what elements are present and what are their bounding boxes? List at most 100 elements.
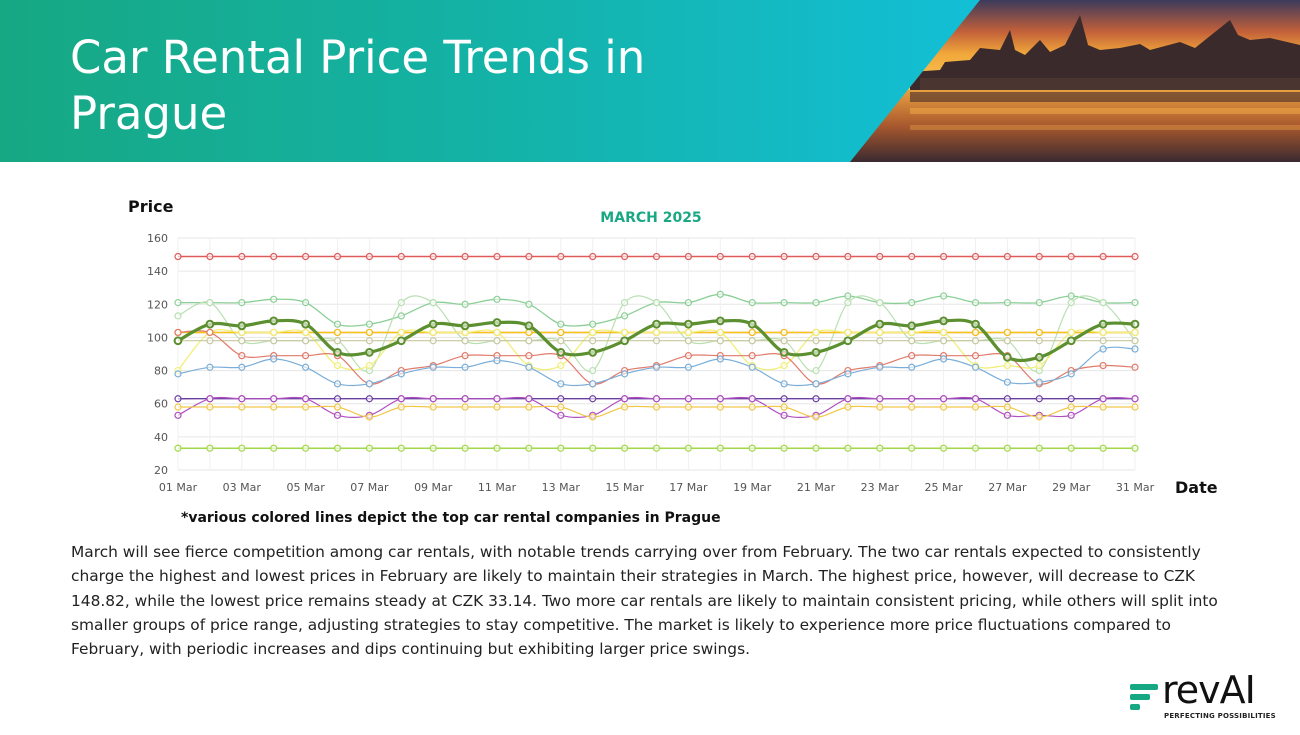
data-point [397, 299, 405, 307]
data-point [780, 395, 788, 403]
data-point [1131, 337, 1139, 345]
x-tick-label: 09 Mar [414, 481, 453, 494]
data-point [908, 252, 916, 261]
data-point [302, 352, 310, 360]
data-point [333, 362, 342, 370]
data-point [365, 395, 373, 403]
data-point [652, 252, 661, 261]
data-point [908, 395, 916, 403]
data-point [429, 328, 437, 337]
data-point [206, 363, 214, 371]
data-point [333, 380, 342, 388]
data-point [461, 337, 469, 345]
page-title: Car Rental Price Trends in Prague [70, 31, 646, 140]
data-point [908, 352, 916, 360]
data-point [1067, 328, 1075, 337]
data-point [716, 355, 724, 363]
data-point [748, 363, 756, 371]
data-point [1099, 328, 1107, 337]
data-point [270, 403, 278, 411]
data-point [780, 444, 788, 452]
y-axis-label: Price [128, 197, 174, 216]
data-point [1003, 328, 1012, 337]
data-point [652, 337, 661, 345]
data-point [589, 328, 597, 337]
data-point [397, 395, 405, 403]
y-tick-label: 60 [154, 398, 168, 411]
data-point [875, 319, 885, 329]
data-point [238, 299, 246, 307]
data-point [525, 395, 533, 403]
data-point [684, 328, 693, 337]
data-point [1131, 395, 1139, 403]
prague-skyline-photo [850, 0, 1300, 162]
data-point [1034, 352, 1044, 362]
data-point [844, 292, 852, 300]
description-paragraph: March will see fierce competition among … [71, 543, 1218, 659]
data-point [302, 444, 310, 452]
data-point [493, 403, 501, 411]
data-point [333, 411, 342, 419]
data-point [939, 355, 948, 363]
data-point [1098, 319, 1108, 329]
data-point [1003, 299, 1012, 307]
data-point [1035, 337, 1043, 345]
data-point [907, 321, 917, 331]
data-point [684, 299, 693, 307]
data-point [1003, 411, 1012, 419]
data-point [1003, 337, 1012, 345]
data-point [844, 444, 852, 452]
data-point [939, 328, 948, 337]
data-point [1003, 403, 1012, 411]
data-point [684, 352, 693, 360]
data-point [716, 252, 724, 261]
data-point [174, 312, 182, 320]
data-point [1035, 299, 1043, 307]
data-point [493, 252, 501, 261]
data-point [238, 363, 246, 371]
data-point [206, 252, 214, 261]
data-point [908, 299, 916, 307]
data-point [302, 252, 310, 261]
data-point [174, 328, 182, 337]
data-point [429, 299, 437, 307]
data-point [492, 318, 502, 327]
data-point [1099, 252, 1107, 261]
data-point [460, 321, 470, 331]
data-point [302, 299, 310, 307]
data-point [589, 366, 597, 375]
data-point [971, 337, 980, 345]
data-point [971, 395, 980, 403]
data-point [939, 395, 948, 403]
data-point [1067, 403, 1075, 411]
data-point [1003, 362, 1012, 370]
data-point [939, 444, 948, 452]
data-point [971, 299, 980, 307]
data-point [461, 395, 469, 403]
header-banner: Car Rental Price Trends in Prague [0, 0, 1300, 162]
data-point [525, 337, 533, 345]
data-point [620, 328, 629, 337]
data-point [1035, 444, 1043, 452]
data-point [748, 444, 756, 452]
data-point [748, 352, 756, 360]
data-point [270, 295, 278, 303]
logo-tagline: PERFECTING POSSIBILITIES [1164, 712, 1276, 720]
data-point [844, 395, 852, 403]
data-point [237, 321, 247, 331]
data-point [557, 362, 565, 370]
data-point [652, 328, 661, 337]
data-point [684, 403, 693, 411]
y-tick-label: 160 [147, 232, 168, 245]
data-point [716, 337, 724, 345]
revai-logo: revAI PERFECTING POSSIBILITIES [1128, 670, 1288, 726]
data-point [1131, 363, 1139, 371]
data-point [589, 395, 597, 403]
data-point [1003, 395, 1012, 403]
data-point [429, 363, 437, 371]
data-point [1099, 362, 1107, 370]
data-point [812, 328, 820, 337]
x-tick-label: 11 Mar [478, 481, 517, 494]
data-point [557, 444, 565, 452]
data-point [269, 316, 279, 326]
